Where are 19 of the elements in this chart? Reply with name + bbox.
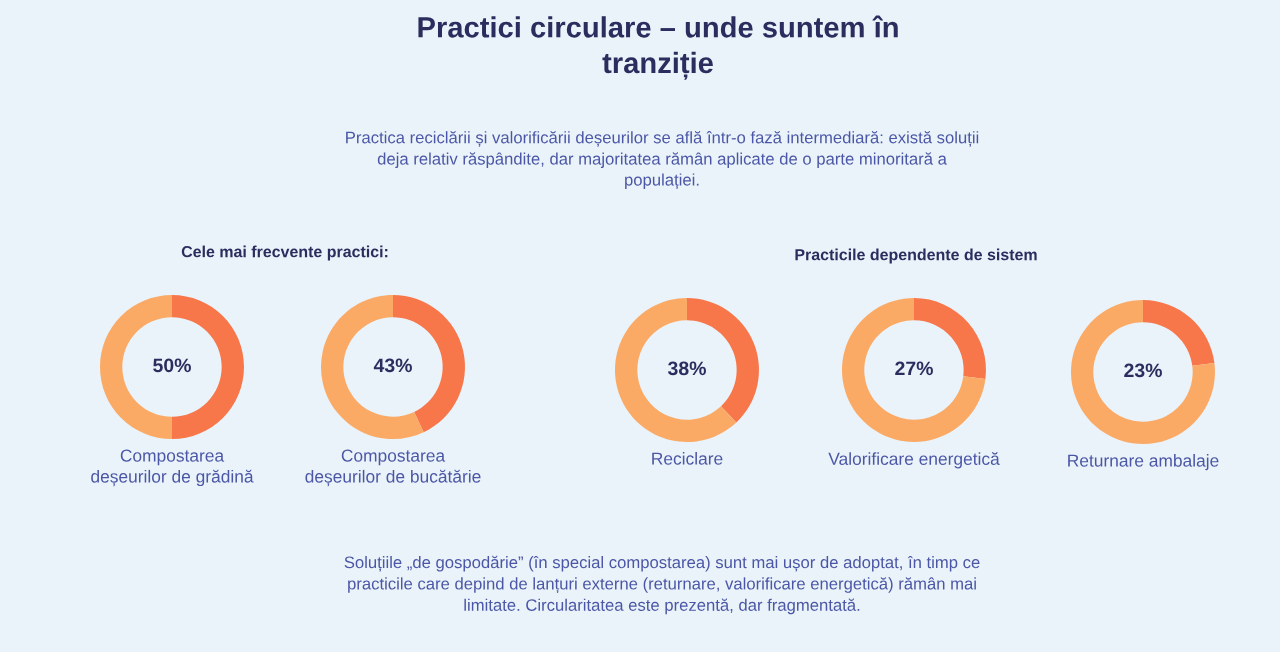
data-label: 50% [153,358,191,373]
data-label: 23% [1124,363,1162,378]
donut-slice [321,295,424,439]
data-label: 27% [895,361,933,376]
donut-slice [1071,300,1215,444]
text: Reciclare [652,452,723,465]
text: Cele mai frecvente practici: [181,245,388,261]
text: Compostarea deșeurilor de grădină [91,449,254,487]
text: Practica reciclării și valorificării deșeurilor se află într-o fază intermediară: există soluții deja relativ răspândite, dar majoritatea rămân aplicate de o parte minoritară a populației. [346,130,979,190]
data-label: 43% [373,358,412,373]
data-label: 38% [667,361,706,376]
text: Soluțiile „de gospodărie” (în special compostarea) sunt mai ușor de adoptat, în timp ce practicile care depind de lanțuri externe (returnare, valorificare energetică) rămân mai limitate. Circularitatea este prezentă, dar fragmentată. [344,555,980,615]
text: Compostarea deșeurilor de bucătărie [305,449,481,487]
text: Valorificare energetică [828,452,1000,469]
text: Returnare ambalaje [1068,454,1219,471]
text: Practici circulare – unde suntem în tranziție [418,15,898,80]
donut-slice [842,298,986,442]
text: Practicile dependente de sistem [795,248,1037,264]
donut-slice [615,298,737,442]
